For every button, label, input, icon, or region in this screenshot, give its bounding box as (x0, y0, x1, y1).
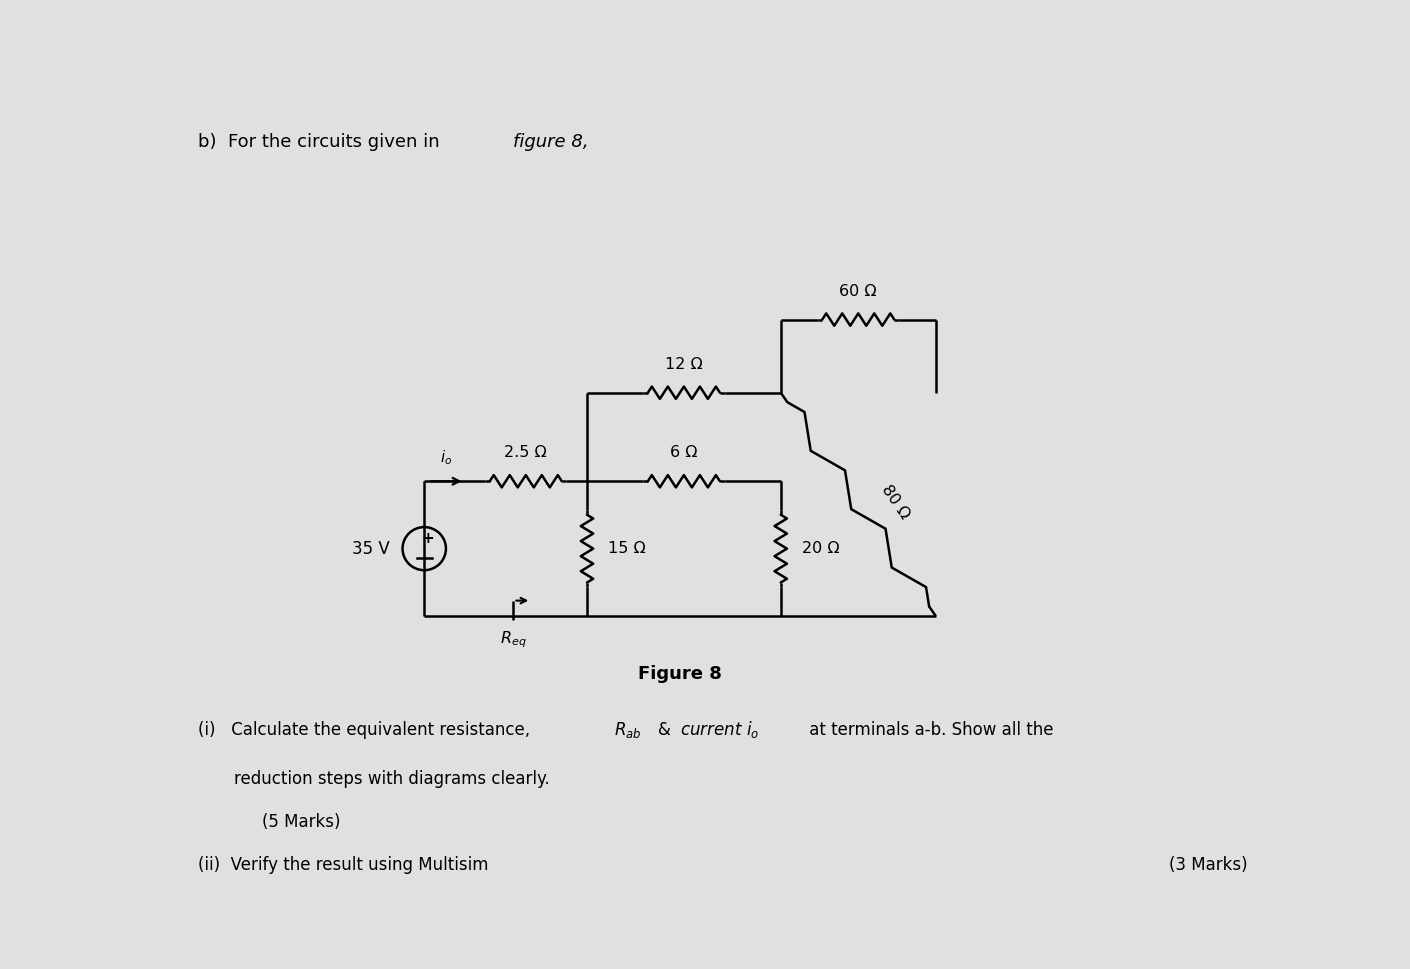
Text: $i_o$: $i_o$ (440, 449, 453, 467)
Text: $R_{ab}$: $R_{ab}$ (615, 720, 642, 740)
Text: 20 Ω: 20 Ω (802, 541, 839, 556)
Text: 80 Ω: 80 Ω (878, 482, 912, 521)
Text: at terminals a-b. Show all the: at terminals a-b. Show all the (804, 721, 1053, 739)
Text: 60 Ω: 60 Ω (839, 284, 877, 298)
Text: 35 V: 35 V (351, 540, 389, 557)
Text: +: + (422, 531, 434, 547)
Text: (ii)  Verify the result using Multisim: (ii) Verify the result using Multisim (197, 857, 488, 874)
Text: figure 8,: figure 8, (513, 134, 589, 151)
Text: 6 Ω: 6 Ω (670, 446, 698, 460)
Text: $R_{eq}$: $R_{eq}$ (501, 630, 527, 650)
Text: reduction steps with diagrams clearly.: reduction steps with diagrams clearly. (234, 770, 550, 788)
Text: Figure 8: Figure 8 (639, 665, 722, 683)
Text: &: & (658, 721, 677, 739)
Text: 2.5 Ω: 2.5 Ω (505, 446, 547, 460)
Text: 12 Ω: 12 Ω (666, 357, 702, 372)
Text: (3 Marks): (3 Marks) (1169, 857, 1248, 874)
Text: (i)   Calculate the equivalent resistance,: (i) Calculate the equivalent resistance, (197, 721, 530, 739)
Text: (5 Marks): (5 Marks) (261, 813, 340, 831)
Text: b)  For the circuits given in: b) For the circuits given in (197, 134, 446, 151)
Text: 15 Ω: 15 Ω (608, 541, 646, 556)
Text: $\it{current\ i_o}$: $\it{current\ i_o}$ (680, 719, 759, 740)
